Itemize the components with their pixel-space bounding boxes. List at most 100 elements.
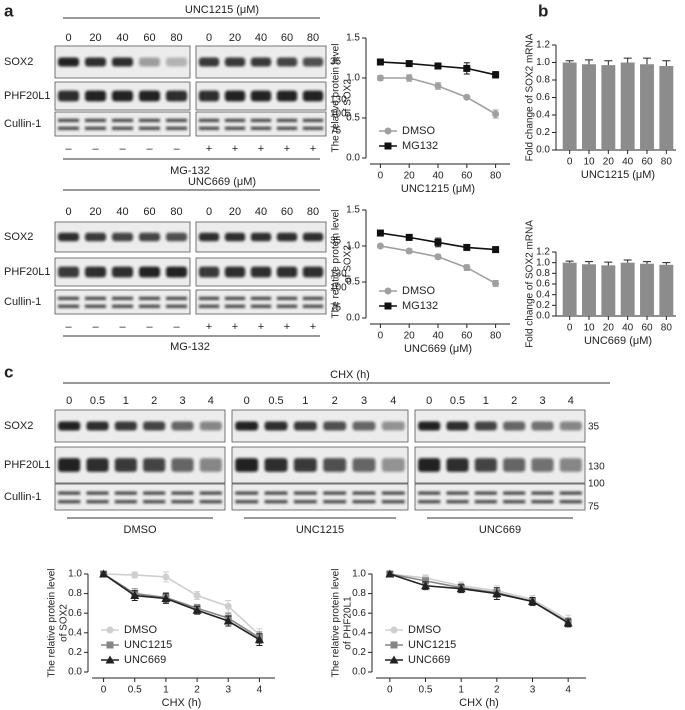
lane-label: 0 (65, 206, 71, 218)
band (381, 421, 405, 431)
x-tick-label: 1 (163, 685, 169, 696)
band (276, 126, 298, 130)
band (199, 458, 222, 472)
x-axis-title: UNC1215 (μM) (581, 169, 655, 181)
lane-label: 3 (539, 395, 545, 407)
band (224, 126, 246, 130)
x-tick-label: 2 (194, 685, 200, 696)
y-axis-title: The relative protein level (331, 210, 342, 319)
blot-strip (54, 111, 191, 137)
lane-label: 1 (302, 395, 308, 407)
y-tick-label: 0.0 (536, 145, 550, 156)
blot-strip (414, 409, 586, 443)
treatment-sign: + (206, 143, 212, 155)
treatment-sign: + (206, 321, 212, 333)
treatment-sign: – (119, 143, 126, 155)
lane-label: 2 (151, 395, 157, 407)
band (198, 232, 220, 242)
band (474, 421, 497, 431)
error-bar (623, 57, 632, 63)
mw-marker: 75 (330, 303, 342, 314)
x-tick-label: 3 (530, 685, 536, 696)
x-tick-label: 60 (641, 323, 653, 334)
band (235, 491, 259, 495)
band (199, 500, 222, 504)
marker (106, 626, 114, 634)
row-label: Cullin-1 (4, 118, 41, 130)
band (250, 90, 272, 102)
band (198, 266, 220, 278)
y-tick-label: 0.8 (536, 75, 550, 86)
y-tick-label: 0.2 (68, 647, 82, 658)
legend-label: UNC1215 (408, 639, 456, 651)
band (474, 458, 497, 472)
band (503, 421, 526, 431)
y-tick-label: 1.2 (536, 40, 550, 51)
y-tick-label: 0.8 (536, 268, 550, 279)
band (302, 296, 324, 300)
blot-strip (414, 483, 586, 511)
band (418, 421, 441, 431)
marker (384, 142, 392, 150)
band (276, 90, 298, 102)
band (224, 57, 246, 67)
lane-label: 60 (281, 32, 293, 44)
band (165, 266, 188, 278)
legend-label: UNC669 (408, 654, 450, 666)
band (276, 57, 298, 67)
band (352, 458, 376, 472)
band (559, 491, 582, 495)
legend-label: DMSO (402, 125, 435, 137)
marker (563, 618, 573, 627)
marker (492, 246, 500, 254)
mw-marker: 130 (330, 269, 347, 280)
error-bar (643, 261, 651, 264)
lane-label: 0 (244, 395, 250, 407)
band (293, 458, 317, 472)
marker (130, 591, 140, 600)
panel-label: c (4, 362, 13, 381)
marker (384, 287, 392, 295)
band (381, 491, 405, 495)
band (302, 118, 324, 122)
group-label: UNC669 (479, 524, 521, 536)
band (446, 491, 469, 495)
y-axis-title: of SOX2 (59, 604, 70, 642)
mw-marker: 130 (588, 462, 605, 473)
row-label: SOX2 (4, 231, 33, 243)
band (58, 421, 81, 431)
marker (405, 247, 413, 255)
error-bar (623, 259, 632, 263)
marker (106, 641, 114, 649)
band (86, 458, 109, 472)
marker (161, 594, 171, 602)
x-tick-label: 10 (583, 323, 595, 334)
lane-label: 4 (390, 395, 396, 407)
band (323, 458, 347, 472)
band (86, 421, 109, 431)
band (224, 266, 246, 278)
treatment-sign: – (65, 143, 72, 155)
band (165, 57, 188, 67)
lane-label: 20 (229, 206, 241, 218)
error-bar (585, 261, 593, 265)
band (138, 266, 161, 278)
error-bar (565, 60, 574, 63)
x-tick-label: 20 (404, 171, 416, 182)
band (114, 458, 137, 472)
bar (601, 65, 616, 150)
marker (422, 577, 429, 585)
band (381, 458, 405, 472)
band (264, 491, 288, 495)
band (264, 500, 288, 504)
band (276, 232, 298, 242)
band (381, 500, 405, 504)
band (446, 421, 469, 431)
band (171, 500, 194, 504)
treatment-sign: – (119, 321, 126, 333)
x-axis-title: UNC669 (μM) (584, 335, 652, 347)
x-tick-label: 0.5 (419, 685, 433, 696)
series-line (380, 245, 496, 285)
band (264, 458, 288, 472)
